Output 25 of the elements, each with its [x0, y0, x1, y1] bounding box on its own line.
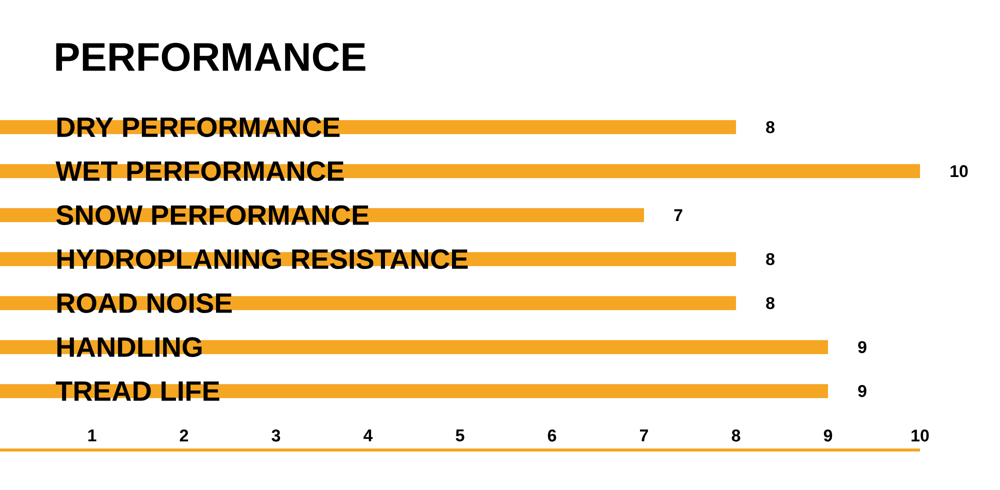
x-tick-label: 1	[88, 430, 96, 442]
x-tick-label: 10	[912, 430, 929, 442]
x-tick-label: 9	[824, 430, 832, 442]
x-tick-label: 4	[364, 430, 373, 442]
data-label: 8	[766, 297, 774, 310]
y-tick-label: HYDROPLANING RESISTANCE	[57, 249, 468, 270]
y-tick-label: DRY PERFORMANCE	[57, 117, 340, 138]
x-tick-label: 2	[180, 430, 188, 442]
x-tick-label: 3	[272, 430, 280, 442]
data-label: 9	[858, 385, 866, 398]
data-label: 8	[766, 121, 774, 134]
x-tick-label: 6	[548, 430, 556, 442]
chart-title: PERFORMANCE	[56, 42, 366, 72]
x-tick-label: 7	[640, 430, 648, 442]
data-label: 10	[950, 165, 968, 178]
data-label: 8	[766, 253, 774, 266]
y-tick-label: WET PERFORMANCE	[56, 161, 344, 182]
x-tick-label: 5	[456, 430, 464, 442]
x-tick-label: 8	[732, 430, 740, 442]
data-label: 7	[674, 209, 682, 221]
data-label: 9	[858, 341, 866, 354]
y-tick-label: TREAD LIFE	[56, 381, 220, 401]
y-tick-label: SNOW PERFORMANCE	[56, 205, 369, 226]
y-tick-label: ROAD NOISE	[57, 293, 232, 314]
y-tick-label: HANDLING	[57, 337, 202, 357]
